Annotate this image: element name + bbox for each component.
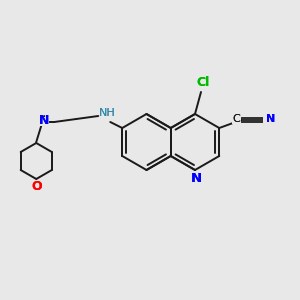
- Text: N: N: [266, 114, 275, 124]
- Text: N: N: [190, 172, 202, 185]
- FancyBboxPatch shape: [196, 79, 210, 88]
- FancyBboxPatch shape: [266, 115, 275, 124]
- Text: C: C: [232, 114, 240, 124]
- Text: C: C: [232, 114, 240, 124]
- Text: NH: NH: [99, 108, 116, 118]
- FancyBboxPatch shape: [191, 175, 200, 184]
- Text: Cl: Cl: [196, 76, 210, 89]
- Text: N: N: [190, 172, 202, 185]
- FancyBboxPatch shape: [100, 109, 114, 118]
- Text: N: N: [39, 115, 50, 128]
- Text: NH: NH: [99, 108, 116, 118]
- FancyBboxPatch shape: [32, 182, 41, 190]
- Text: Cl: Cl: [196, 76, 210, 89]
- Text: O: O: [31, 179, 42, 193]
- FancyBboxPatch shape: [40, 116, 49, 125]
- Text: N: N: [39, 115, 50, 128]
- Text: N: N: [266, 114, 275, 124]
- Text: O: O: [31, 179, 42, 193]
- FancyBboxPatch shape: [232, 115, 241, 124]
